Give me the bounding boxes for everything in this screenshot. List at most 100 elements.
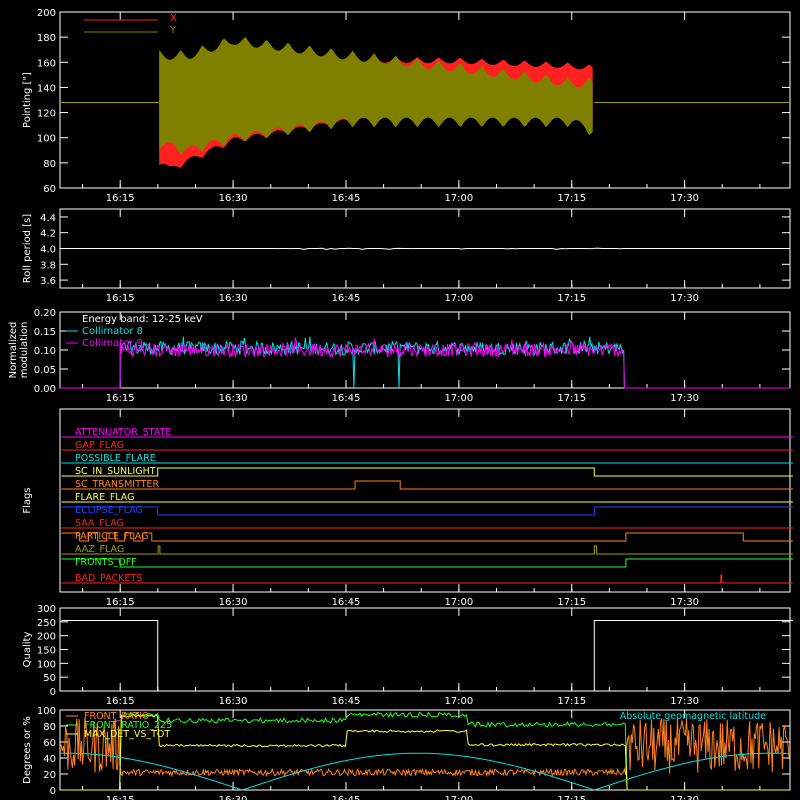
roll-xtick-label: 17:30 bbox=[670, 293, 699, 304]
ratios-series-max-det-vs-tot bbox=[60, 714, 790, 791]
flags-label-flare-flag: FLARE_FLAG bbox=[75, 492, 135, 503]
roll-panel: 16:15 16:30 16:45 17:00 17:15 17:30 3.6 3.8 4.0 4… bbox=[22, 208, 791, 304]
quality-ytick-label: 200 bbox=[37, 632, 56, 643]
flags-trace-bad-packets bbox=[61, 574, 793, 584]
pointing-ytick-label: 140 bbox=[37, 83, 56, 94]
roll-series-line bbox=[60, 247, 787, 251]
pointing-xtick-label: 17:30 bbox=[670, 193, 699, 204]
flags-xtick-label: 17:15 bbox=[557, 597, 586, 608]
quality-ytick-label: 150 bbox=[37, 646, 56, 657]
flags-panel: 16:15 16:30 16:45 17:00 17:15 17:30 Flags ATTEN… bbox=[22, 408, 793, 608]
quality-ytick-label: 50 bbox=[43, 673, 56, 684]
modulation-xtick-label: 17:00 bbox=[444, 393, 473, 404]
pointing-series-y-envelope bbox=[159, 37, 593, 155]
pointing-ytick-label: 160 bbox=[37, 58, 56, 69]
flags-xtick-label: 17:00 bbox=[444, 597, 473, 608]
flags-label-sc-in-sunlight: SC_IN_SUNLIGHT bbox=[75, 466, 156, 477]
ratios-ytick-label: 0 bbox=[50, 786, 56, 797]
modulation-xtick-label: 16:45 bbox=[332, 393, 361, 404]
modulation-panel: 16:15 16:30 16:45 17:00 17:15 17:30 0.00 0.05 0.… bbox=[8, 308, 791, 404]
roll-xtick-label: 17:15 bbox=[557, 293, 586, 304]
quality-panel: 16:15 16:30 16:45 17:00 17:15 17:30 0 50 100 150 2… bbox=[22, 604, 793, 707]
ratios-ytick-label: 20 bbox=[43, 770, 56, 781]
modulation-series-collimator-8 bbox=[60, 336, 790, 389]
modulation-xtick-label: 17:30 bbox=[670, 393, 699, 404]
flags-label-eclipse-flag: ECLIPSE_FLAG bbox=[75, 505, 143, 516]
ratios-ytick-label: 100 bbox=[37, 706, 56, 717]
quality-xtick-label: 17:30 bbox=[670, 696, 699, 707]
flags-label-bad-packets: BAD_PACKETS bbox=[75, 573, 142, 584]
modulation-ytick-label: 0.00 bbox=[34, 384, 56, 395]
panels: 16:15 16:30 16:45 17:00 17:15 17:30 60 80 100 120… bbox=[8, 8, 793, 800]
modulation-xtick-label: 16:30 bbox=[219, 393, 248, 404]
roll-ytick-label: 3.8 bbox=[40, 260, 56, 271]
flags-label-saa-flag: SAA_FLAG bbox=[75, 518, 124, 529]
ratios-series-front-ratio bbox=[59, 717, 790, 778]
flags-trace-fronts-off bbox=[61, 558, 793, 568]
pointing-xtick-label: 16:30 bbox=[219, 193, 248, 204]
flags-label-possible-flare: POSSIBLE_FLARE bbox=[75, 453, 156, 464]
modulation-xtick-label: 17:15 bbox=[557, 393, 586, 404]
ratios-panel: 16:15 16:30 16:45 17:00 17:15 17:30 0 20 40 60 80 1… bbox=[22, 706, 791, 800]
ratios-legend-label: FRONT_RATIO_225 bbox=[84, 720, 172, 731]
flags-xtick-label: 16:15 bbox=[106, 597, 135, 608]
flags-trace-sc-transmitter bbox=[61, 480, 793, 490]
pointing-ytick-label: 100 bbox=[37, 134, 56, 145]
modulation-ytick-label: 0.15 bbox=[34, 327, 56, 338]
modulation-ytick-label: 0.20 bbox=[34, 308, 56, 319]
pointing-ytick-label: 60 bbox=[43, 184, 56, 195]
flags-label-attenuator-state: ATTENUATOR_STATE bbox=[75, 427, 171, 438]
ratios-xtick-label: 17:30 bbox=[670, 795, 699, 800]
flags-label-particle-flag: PARTICLE_FLAG bbox=[75, 531, 148, 542]
modulation-legend-label: Collimator 9 bbox=[82, 338, 143, 349]
ratios-axes-frame bbox=[59, 709, 791, 791]
ratios-series-geomagnetic-latitude bbox=[59, 752, 790, 791]
modulation-legend-label: Collimator 8 bbox=[82, 326, 143, 337]
quality-xtick-label: 16:15 bbox=[106, 696, 135, 707]
pointing-ytick-label: 200 bbox=[37, 8, 56, 19]
modulation-annotation: Energy band: 12-25 keV bbox=[82, 314, 203, 325]
modulation-ytick-label: 0.10 bbox=[34, 346, 56, 357]
flags-xtick-label: 17:30 bbox=[670, 597, 699, 608]
quality-series-line bbox=[61, 620, 793, 692]
pointing-xtick-label: 16:45 bbox=[332, 193, 361, 204]
modulation-ylabel-line: modulation bbox=[19, 322, 30, 379]
roll-xtick-label: 16:15 bbox=[106, 293, 135, 304]
quality-ytick-label: 250 bbox=[37, 618, 56, 629]
roll-ytick-label: 4.4 bbox=[40, 213, 56, 224]
roll-xtick-label: 17:00 bbox=[444, 293, 473, 304]
roll-ytick-label: 3.6 bbox=[40, 276, 56, 287]
quality-xtick-label: 16:30 bbox=[219, 696, 248, 707]
pointing-ytick-label: 120 bbox=[37, 109, 56, 120]
ratios-legend-label: FRONT_RATIO bbox=[84, 711, 149, 722]
flags-trace-particle-flag bbox=[61, 532, 793, 542]
pointing-xtick-label: 17:15 bbox=[557, 193, 586, 204]
pointing-xtick-label: 17:00 bbox=[444, 193, 473, 204]
flags-label-fronts-off: FRONTS_OFF bbox=[75, 557, 137, 568]
modulation-ylabel-line: Normalized bbox=[8, 322, 19, 379]
flags-label-sc-transmitter: SC_TRANSMITTER bbox=[75, 479, 160, 490]
quality-ytick-label: 0 bbox=[50, 687, 56, 698]
pointing-panel: 16:15 16:30 16:45 17:00 17:15 17:30 60 80 100 120… bbox=[22, 8, 791, 204]
ratios-xtick-label: 17:15 bbox=[557, 795, 586, 800]
pointing-axes-frame bbox=[59, 11, 791, 189]
ratios-xtick-label: 16:30 bbox=[219, 795, 248, 800]
ratios-xtick-label: 17:00 bbox=[444, 795, 473, 800]
ratios-legend-label: MAX_DET_VS_TOT bbox=[84, 729, 170, 740]
pointing-ylabel: Pointing ["] bbox=[22, 72, 33, 128]
ratios-ytick-label: 60 bbox=[43, 738, 56, 749]
pointing-legend-label: X bbox=[170, 13, 177, 24]
roll-ytick-label: 4.2 bbox=[40, 229, 56, 240]
flags-xtick-label: 16:30 bbox=[219, 597, 248, 608]
ratios-ytick-label: 80 bbox=[43, 722, 56, 733]
quality-xtick-label: 17:15 bbox=[557, 696, 586, 707]
modulation-series-collimator-9 bbox=[60, 337, 790, 389]
quality-ylabel: Quality bbox=[22, 632, 33, 668]
pointing-ytick-label: 80 bbox=[43, 159, 56, 170]
quality-ytick-label: 300 bbox=[37, 604, 56, 615]
flags-ylabel: Flags bbox=[22, 487, 33, 513]
roll-xtick-label: 16:30 bbox=[219, 293, 248, 304]
flags-label-gap-flag: GAP_FLAG bbox=[75, 440, 124, 451]
